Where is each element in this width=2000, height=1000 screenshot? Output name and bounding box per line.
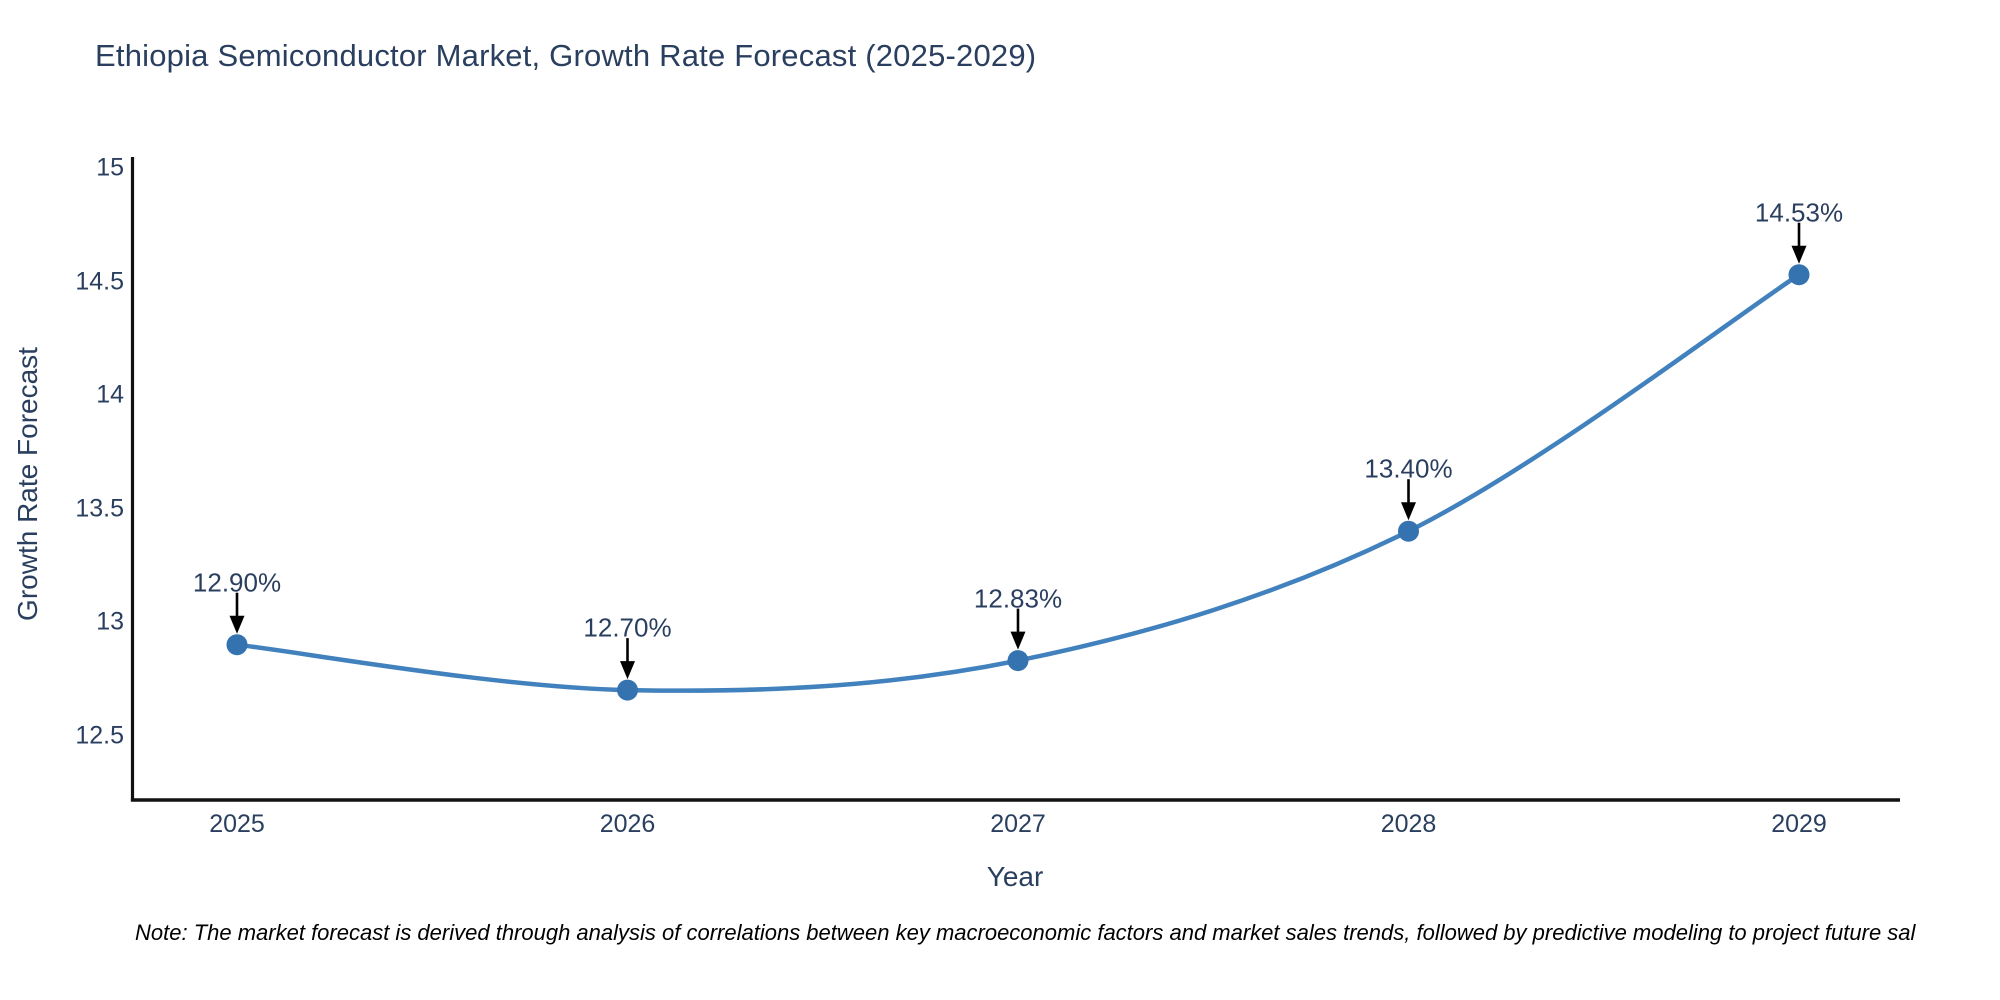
- y-tick-label: 13: [96, 607, 124, 636]
- annotation-label: 13.40%: [1364, 453, 1453, 484]
- x-tick-label: 2028: [1380, 810, 1437, 838]
- x-axis-title: Year: [986, 861, 1044, 892]
- chart-title: Ethiopia Semiconductor Market, Growth Ra…: [95, 38, 1037, 73]
- note-text: Note: The market forecast is derived thr…: [135, 920, 1916, 945]
- data-point-marker: [1398, 520, 1419, 542]
- annotation-label: 12.90%: [192, 567, 282, 598]
- y-tick-label: 13.5: [75, 494, 124, 522]
- annotation-arrowhead: [1791, 245, 1807, 264]
- y-tick-label: 12.5: [75, 721, 124, 749]
- x-tick-label: 2025: [209, 810, 265, 838]
- annotation-arrowhead: [229, 615, 245, 634]
- data-point-marker: [1788, 264, 1810, 286]
- annotation-arrowhead: [1010, 631, 1026, 650]
- y-tick-label: 14.5: [75, 267, 124, 295]
- x-tick-label: 2029: [1771, 810, 1827, 838]
- data-point-marker: [1007, 650, 1029, 672]
- y-tick-label: 15: [96, 153, 124, 182]
- annotation-arrowhead: [1401, 502, 1416, 521]
- annotation-label: 12.70%: [583, 612, 672, 643]
- x-tick-label: 2026: [599, 810, 656, 838]
- annotation-arrowhead: [620, 661, 635, 680]
- annotation-label: 12.83%: [973, 583, 1063, 614]
- data-point-marker: [226, 634, 248, 656]
- x-tick-label: 2027: [990, 810, 1046, 838]
- annotation-label: 14.53%: [1754, 197, 1844, 228]
- y-tick-label: 14: [96, 380, 124, 409]
- data-point-marker: [617, 679, 638, 701]
